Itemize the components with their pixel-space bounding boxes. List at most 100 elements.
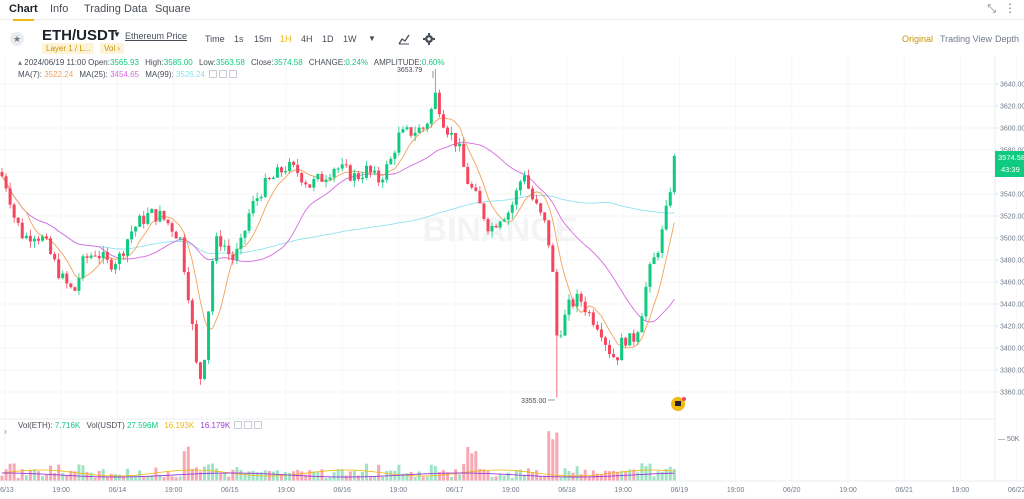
favorite-star-icon[interactable]: ★	[10, 32, 24, 46]
pair-title[interactable]: ETH/USDT	[42, 27, 117, 44]
amplitude-label: AMPLITUDE:	[373, 58, 422, 67]
candle-body	[130, 231, 134, 240]
more-icon[interactable]: ⋮	[1004, 1, 1016, 15]
ma99-line	[1, 176, 675, 254]
time-tick: 06/22	[1008, 487, 1024, 494]
volume-bar	[146, 476, 150, 481]
candle-body	[178, 237, 182, 239]
candle-body	[296, 164, 300, 174]
interval-1w[interactable]: 1W	[343, 34, 357, 44]
candle-body	[551, 245, 555, 272]
ma-legend: MA(7): 3522.24 MA(25): 3454.65 MA(99): 3…	[18, 70, 238, 79]
interval-1s[interactable]: 1s	[234, 34, 244, 44]
volume-bar	[551, 439, 555, 481]
volume-bar	[397, 464, 401, 481]
candle-body	[122, 253, 125, 256]
candle-body	[134, 226, 138, 232]
candle-body	[215, 236, 219, 262]
candle-body	[462, 143, 466, 167]
vol-remove-icon[interactable]	[254, 421, 263, 429]
last-price-label: 3574.58	[998, 153, 1024, 162]
volume-bar	[640, 463, 644, 481]
ethereum-price-link[interactable]: Ethereum Price	[125, 31, 188, 41]
category-badge[interactable]: Layer 1 / L...	[42, 43, 95, 54]
interval-1h[interactable]: 1H	[280, 34, 292, 44]
volume-bar	[182, 451, 186, 481]
candle-body	[340, 164, 344, 169]
vol-visibility-icon[interactable]	[234, 421, 243, 429]
volume-bar	[369, 477, 373, 481]
ma25-value: 3454.65	[110, 70, 139, 79]
tab-chart[interactable]: Chart	[9, 3, 38, 21]
chart-area[interactable]: BINANCE 3640.003620.003600.003580.003560…	[0, 56, 1024, 499]
ma-settings-icon[interactable]	[219, 70, 228, 78]
volume-bar	[36, 471, 40, 481]
volume-bar	[636, 472, 640, 481]
volume-bar	[336, 469, 340, 481]
view-original[interactable]: Original	[902, 34, 934, 44]
vol-settings-icon[interactable]	[244, 421, 253, 429]
volume-bar	[620, 471, 624, 481]
candle-body	[441, 114, 445, 128]
volume-bar	[450, 476, 454, 481]
volume-bar	[284, 472, 287, 481]
candle-body	[65, 273, 69, 284]
low-value: 3563.58	[215, 58, 245, 67]
candle-body	[522, 175, 526, 182]
time-tick: 06/16	[333, 487, 351, 494]
collapse-chevron-icon[interactable]: ›	[4, 427, 7, 436]
volume-bar	[599, 474, 603, 481]
ohlc-chevron-icon[interactable]: ▴	[18, 58, 23, 67]
low-marker: 3355.00	[521, 398, 546, 405]
candlestick-chart[interactable]: BINANCE 3640.003620.003600.003580.003560…	[0, 56, 1024, 499]
tab-trading-data[interactable]: Trading Data	[84, 3, 148, 15]
candle-body	[300, 173, 304, 183]
interval-more-icon[interactable]: ▼	[368, 34, 376, 43]
candle-body	[49, 238, 53, 254]
vol-badge[interactable]: Vol ›	[100, 43, 125, 54]
volume-bar	[486, 470, 490, 481]
volume-bar	[328, 477, 332, 481]
candle-body	[73, 287, 77, 291]
candle-body	[182, 237, 186, 273]
candle-body	[28, 235, 32, 242]
candle-body	[255, 198, 259, 201]
time-tick: 06/15	[221, 487, 239, 494]
interval-time[interactable]: Time	[205, 34, 225, 44]
chevron-down-icon[interactable]: ▼	[113, 30, 121, 39]
candle-body	[239, 237, 243, 249]
settings-gear-icon[interactable]	[423, 33, 435, 45]
tab-info[interactable]: Info	[50, 3, 69, 15]
candle-body	[235, 248, 239, 261]
candle-body	[454, 133, 458, 147]
interval-15m[interactable]: 15m	[254, 34, 272, 44]
candle-body	[146, 213, 150, 224]
volume-bar	[162, 477, 166, 481]
view-depth[interactable]: Depth	[995, 34, 1020, 44]
tab-square[interactable]: Square	[155, 3, 191, 15]
candle-body	[320, 173, 324, 182]
ma-remove-icon[interactable]	[229, 70, 238, 78]
candle-body	[656, 252, 660, 258]
interval-4h[interactable]: 4H	[301, 34, 313, 44]
volume-bar	[101, 469, 105, 481]
indicator-icon[interactable]	[398, 33, 410, 45]
open-value: 3565.93	[109, 58, 139, 67]
volume-bar	[255, 472, 259, 481]
volume-bar	[308, 470, 312, 481]
volume-bar	[279, 474, 283, 481]
expand-icon[interactable]: ⤡	[987, 3, 996, 15]
vol-ma2-value: 16.179K	[200, 421, 231, 430]
ma-visibility-icon[interactable]	[209, 70, 218, 78]
time-tick: 06/13	[0, 487, 14, 494]
volume-bar	[231, 469, 235, 481]
interval-1d[interactable]: 1D	[322, 34, 334, 44]
view-trading-view[interactable]: Trading View	[940, 34, 993, 44]
volume-bar	[668, 466, 672, 481]
volume-bar	[117, 474, 121, 481]
candle-body	[267, 177, 271, 180]
candle-body	[174, 231, 178, 239]
candle-body	[628, 333, 632, 346]
candle-body	[138, 215, 142, 227]
ma25-line	[1, 141, 675, 323]
